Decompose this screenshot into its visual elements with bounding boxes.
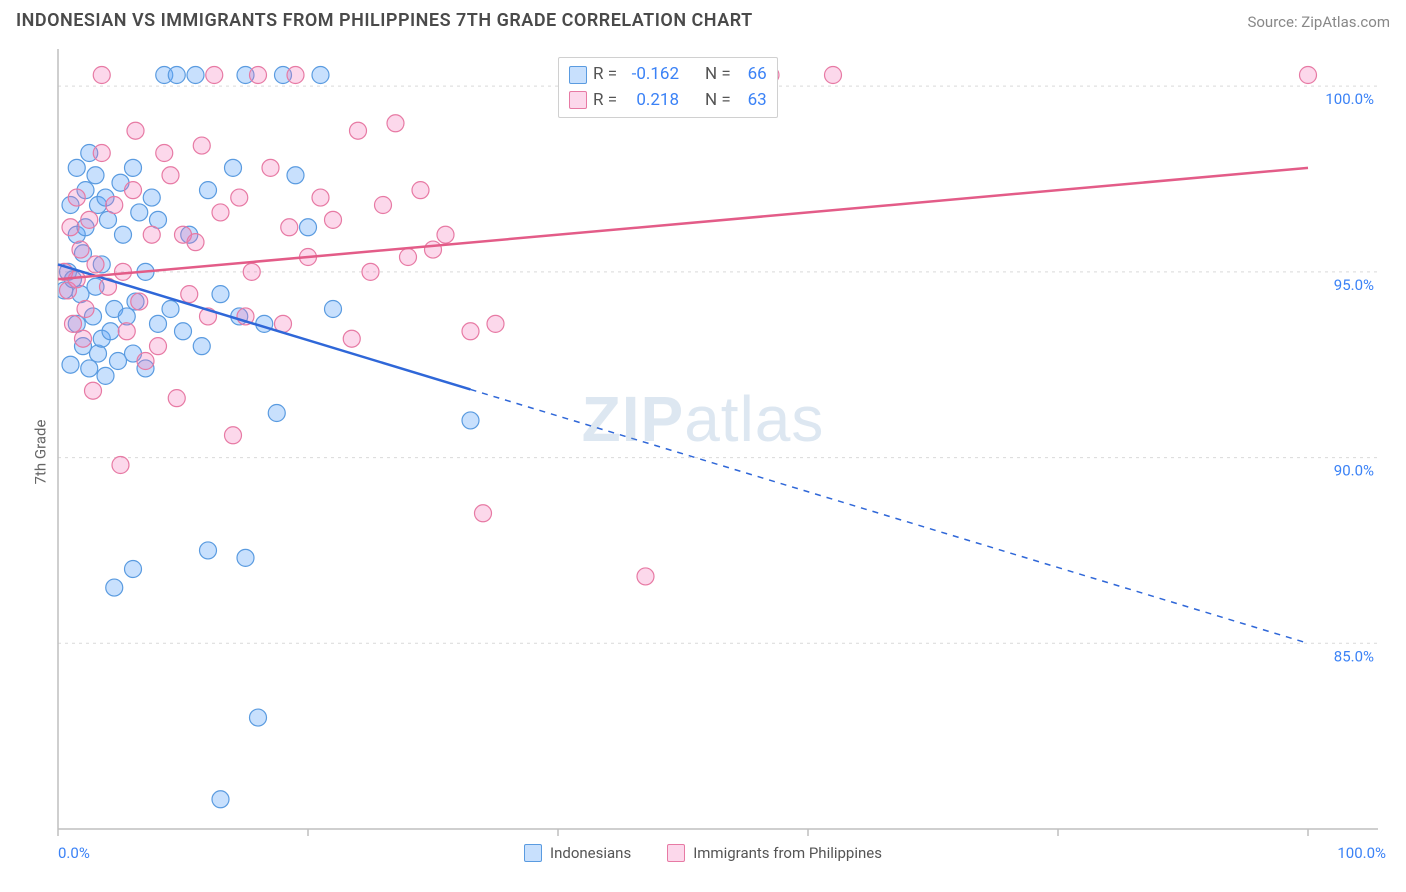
svg-text:95.0%: 95.0% xyxy=(1334,276,1374,294)
stats-row-indonesians: R =-0.162 N =66 xyxy=(569,62,767,88)
x-axis-max-label: 100.0% xyxy=(1337,844,1386,862)
legend-swatch xyxy=(667,844,685,862)
y-axis-label: 7th Grade xyxy=(31,420,49,485)
legend-series-group: Indonesians Immigrants from Philippines xyxy=(524,844,882,862)
svg-text:85.0%: 85.0% xyxy=(1334,647,1374,665)
stats-swatch xyxy=(569,91,587,109)
legend-label: Indonesians xyxy=(550,844,631,862)
svg-text:90.0%: 90.0% xyxy=(1334,462,1374,480)
correlation-stats-box: R =-0.162 N =66 R =0.218 N =63 xyxy=(558,57,778,118)
x-axis-legend-bar: 0.0% Indonesians Immigrants from Philippi… xyxy=(0,839,1406,867)
stats-swatch xyxy=(569,66,587,84)
stats-R-label: R = xyxy=(593,62,617,88)
legend-item-philippines: Immigrants from Philippines xyxy=(667,844,882,862)
stats-N-value: 63 xyxy=(737,88,767,114)
stats-R-label: R = xyxy=(593,88,617,114)
stats-R-value: -0.162 xyxy=(623,62,679,88)
stats-N-label: N = xyxy=(705,62,731,88)
legend-label: Immigrants from Philippines xyxy=(693,844,882,862)
stats-N-label: N = xyxy=(705,88,731,114)
svg-text:100.0%: 100.0% xyxy=(1325,90,1374,108)
source-attribution: Source: ZipAtlas.com xyxy=(1247,13,1390,31)
chart-title: INDONESIAN VS IMMIGRANTS FROM PHILIPPINE… xyxy=(16,10,753,31)
plot-wrap: 7th Grade 85.0%90.0%95.0%100.0% ZIPatlas… xyxy=(0,37,1406,867)
stats-row-philippines: R =0.218 N =63 xyxy=(569,88,767,114)
title-bar: INDONESIAN VS IMMIGRANTS FROM PHILIPPINE… xyxy=(0,0,1406,37)
x-axis-min-label: 0.0% xyxy=(58,844,90,862)
stats-R-value: 0.218 xyxy=(623,88,679,114)
stats-N-value: 66 xyxy=(737,62,767,88)
scatter-plot: 85.0% 90.0% 95.0% 100.0% xyxy=(0,37,1406,867)
legend-swatch xyxy=(524,844,542,862)
legend-item-indonesians: Indonesians xyxy=(524,844,631,862)
